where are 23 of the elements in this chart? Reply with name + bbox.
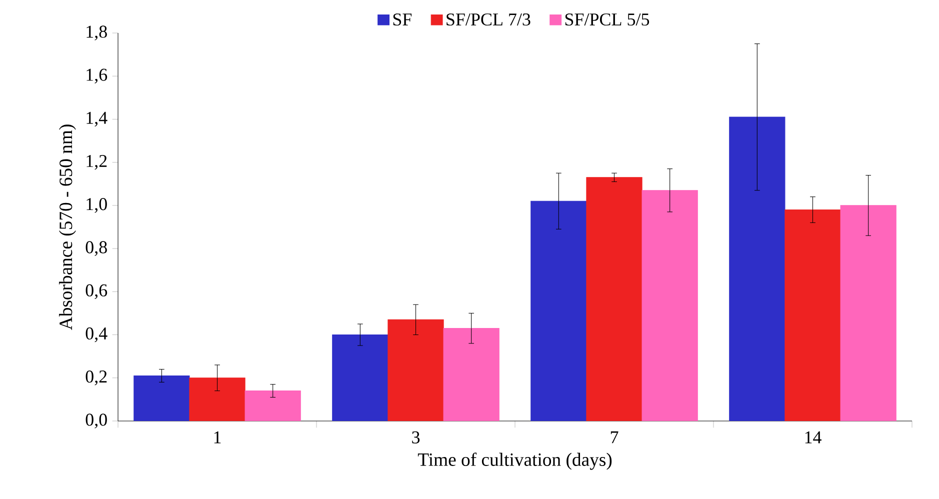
x-tick-label: 3 bbox=[412, 431, 420, 444]
x-axis-title: Time of cultivation (days) bbox=[418, 452, 612, 470]
bar bbox=[388, 319, 444, 421]
bar bbox=[586, 177, 642, 421]
x-tick-label: 1 bbox=[214, 431, 221, 444]
legend-label: SF bbox=[393, 13, 412, 26]
bar bbox=[189, 378, 246, 421]
y-tick-label: 1,6 bbox=[86, 68, 108, 84]
y-tick-label: 1,4 bbox=[86, 112, 108, 127]
y-tick-label: 0,6 bbox=[86, 284, 108, 300]
y-axis-title: Absorbance (570 - 650 nm) bbox=[59, 124, 76, 330]
bar bbox=[784, 209, 841, 421]
y-tick-label: 0,4 bbox=[86, 327, 108, 342]
y-tick-label: 1,0 bbox=[86, 198, 107, 213]
y-tick-label: 1,8 bbox=[86, 26, 107, 40]
legend-label: SF/PCL 5/5 bbox=[565, 13, 650, 26]
legend-label: SF/PCL 7/3 bbox=[446, 13, 530, 26]
x-tick-label: 7 bbox=[610, 431, 618, 444]
x-tick-label: 14 bbox=[805, 431, 822, 444]
y-tick-label: 1,2 bbox=[86, 154, 107, 170]
y-tick-label: 0,2 bbox=[86, 370, 107, 386]
y-tick-label: 0,0 bbox=[86, 414, 107, 428]
y-tick-label: 0,8 bbox=[86, 241, 107, 256]
